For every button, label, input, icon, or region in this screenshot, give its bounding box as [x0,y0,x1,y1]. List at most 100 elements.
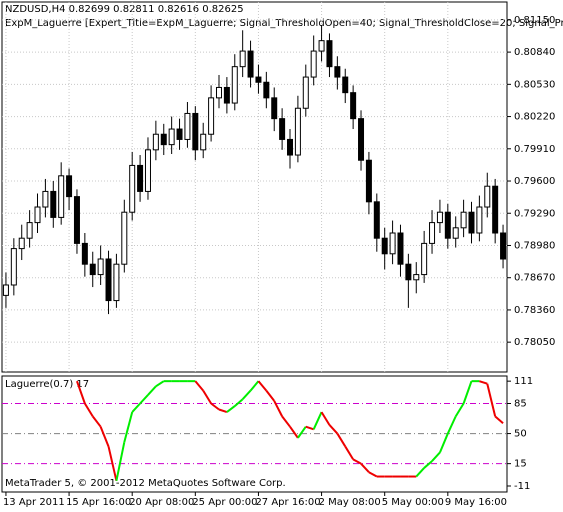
candle-body [271,97,278,120]
candle-body [500,232,507,260]
candle-body [239,50,246,68]
y-tick-label: -11 [514,481,530,492]
candle-body [476,206,483,234]
y-tick-label: 0.78980 [514,240,555,251]
candle-body [192,112,199,151]
candle-body [405,263,412,281]
candle-body [105,258,112,302]
indicator-segment [423,460,433,469]
candle-body [318,40,325,52]
candle-body [365,159,372,203]
candle-body [294,107,301,156]
indicator-segment [76,380,86,404]
candle-body [168,128,175,146]
indicator-segment [99,426,110,447]
y-tick-label: 15 [514,459,527,470]
candle-body [460,211,467,229]
candle-body [160,133,167,146]
candle-body [10,248,17,286]
candle-body [389,232,396,255]
candle-body [421,242,428,276]
candle-body [2,284,9,296]
indicator-segment [210,402,220,411]
x-tick-label: 25 Apr 00:00 [192,497,257,508]
indicator-segment [328,424,339,435]
candle-body [468,211,475,234]
indicator-segment [415,467,425,478]
candle-body [97,258,104,276]
y-tick-label: 0.80220 [514,112,555,123]
indicator-segment [218,408,228,414]
x-tick-label: 2 May 08:00 [319,497,381,508]
candle-body [200,133,207,151]
indicator-segment [194,380,204,392]
indicator-segment [431,451,441,462]
indicator-segment [486,383,497,417]
candle-body [18,237,25,250]
y-tick-label: 0.80530 [514,79,555,90]
indicator-segment [344,445,354,460]
candle-body [302,76,309,109]
candle-body [121,211,128,265]
candle-body [42,190,49,208]
indicator-segment [479,380,488,385]
candle-body [223,86,230,104]
x-tick-label: 5 May 00:00 [382,497,444,508]
candle-body [89,263,96,276]
candle-body [81,242,88,265]
indicator-segment [368,471,378,478]
indicator-segment [131,402,141,413]
chart-title: NZDUSD,H4 0.82699 0.82811 0.82616 0.8262… [5,4,244,15]
candle-body [231,66,238,104]
indicator-segment [107,446,118,482]
y-tick-label: 111 [514,376,533,387]
indicator-segment [83,402,94,417]
candle-body [492,185,499,234]
indicator-segment [226,405,236,413]
candle-body [484,185,491,208]
x-tick-label: 9 May 16:00 [445,497,507,508]
indicator-segment [234,398,244,407]
candle-body [452,227,459,239]
y-tick-label: 0.80840 [514,47,555,58]
indicator-segment [273,400,284,417]
candle-body [350,92,357,120]
indicator-segment [281,415,291,428]
candle-body [208,97,215,135]
indicator-title: Laguerre(0.7) 17 [5,379,89,390]
indicator-segment [462,380,473,404]
indicator-segment [115,441,126,482]
indicator-segment [454,402,465,417]
candle-body [26,222,33,239]
y-tick-label: 0.81150 [514,15,555,26]
price-panel [1,1,508,373]
y-tick-label: 85 [514,398,527,409]
candle-body [66,175,73,198]
indicator-segment [297,426,307,439]
candle-body [326,40,333,68]
candle-body [73,196,80,244]
indicator-segment [139,394,149,405]
indicator-segment [494,415,504,425]
candle-body [129,164,136,213]
y-tick-label: 0.79290 [514,208,555,219]
candle-body [263,81,270,99]
x-tick-label: 27 Apr 16:00 [255,497,320,508]
candle-body [137,164,144,192]
x-tick-label: 13 Apr 2011 [3,497,65,508]
candle-body [215,86,222,99]
candle-body [381,237,388,255]
indicator-segment [305,425,314,431]
x-tick-label: 20 Apr 08:00 [129,497,194,508]
candle-body [247,50,254,78]
candle-body [373,201,380,239]
indicator-segment [352,458,362,465]
y-tick-label: 0.78050 [514,337,555,348]
chart-subtitle: ExpM_Laguerre [Expert_Title=ExpM_Laguerr… [5,18,563,29]
candle-body [397,232,404,265]
indicator-segment [336,433,347,447]
candle-body [444,211,451,239]
indicator-segment [147,385,157,396]
candle-body [176,128,183,140]
candle-body [58,175,65,218]
